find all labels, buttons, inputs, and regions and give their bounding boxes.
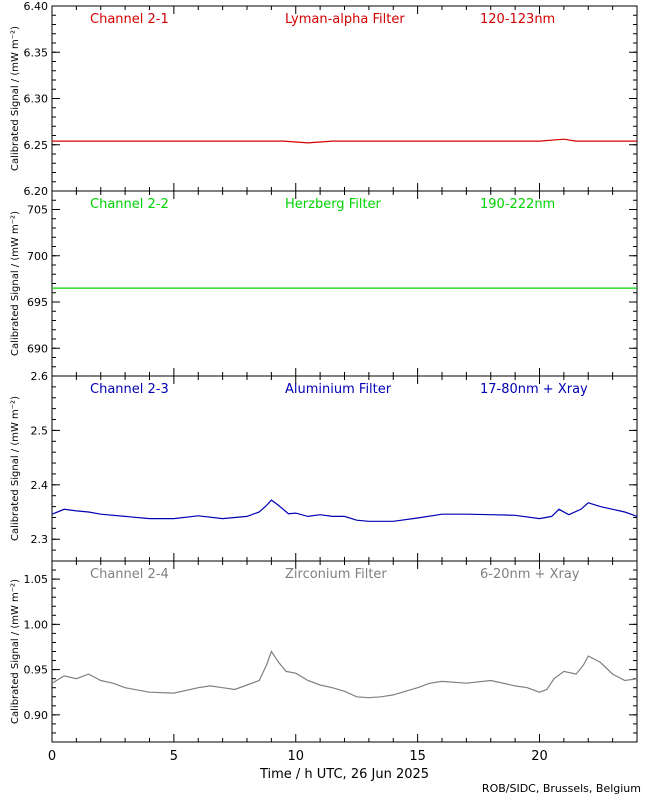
band-label: 120-123nm: [480, 12, 555, 27]
filter-label: Lyman-alpha Filter: [285, 12, 405, 27]
y-axis-label: Calibrated Signal / (mW m⁻²): [10, 396, 21, 541]
y-tick-label: 2.3: [31, 533, 49, 546]
x-tick-label: 15: [409, 749, 426, 764]
channel-label: Channel 2-2: [90, 197, 169, 212]
filter-label: Herzberg Filter: [285, 197, 382, 212]
channel-label: Channel 2-1: [90, 12, 169, 27]
panel-1: 6.20 6.25 6.30 6.35 6.40 Calibrated Signal / …: [10, 0, 638, 198]
x-tick-label: 10: [287, 749, 304, 764]
band-label: 6-20nm + Xray: [480, 567, 580, 582]
y-tick-label: 690: [27, 342, 48, 355]
credit-text: ROB/SIDC, Brussels, Belgium: [482, 782, 641, 795]
band-label: 190-222nm: [480, 197, 555, 212]
band-label: 17-80nm + Xray: [480, 382, 588, 397]
y-tick-label: 6.40: [24, 0, 49, 13]
channel-label: Channel 2-3: [90, 382, 169, 397]
y-tick-label: 695: [27, 296, 48, 309]
y-axis-label: Calibrated Signal / (mW m⁻²): [10, 579, 21, 724]
y-tick-label: 0.95: [24, 664, 49, 677]
y-axis-label: Calibrated Signal / (mW m⁻²): [10, 26, 21, 171]
x-tick-label: 5: [170, 749, 178, 764]
y-tick-label: 6.35: [24, 46, 49, 59]
y-tick-label: 2.6: [31, 370, 49, 383]
panel-frame: [51, 190, 638, 377]
y-tick-label: 1.00: [24, 618, 49, 631]
series-line: [51, 499, 638, 522]
panel-3: 2.3 2.4 2.5 2.6 Calibrated Signal / (mW m⁻²)…: [10, 370, 638, 562]
series-line: [52, 138, 637, 144]
y-tick-label: 2.4: [31, 479, 49, 492]
y-tick-label: 700: [27, 250, 48, 263]
y-tick-label: 705: [27, 204, 48, 217]
panel-frame: [51, 560, 638, 743]
panel-2: 690 695 700 705 Calibrated Signal / (mW m⁻²)…: [10, 190, 638, 377]
y-tick-label: 1.05: [24, 573, 49, 586]
y-axis-label: Calibrated Signal / (mW m⁻²): [10, 211, 21, 356]
filter-label: Aluminium Filter: [285, 382, 392, 397]
series-line: [51, 650, 638, 699]
y-tick-label: 2.5: [31, 424, 49, 437]
y-tick-label: 6.30: [24, 93, 49, 106]
panel-frame: [51, 5, 638, 192]
x-tick-label: 20: [531, 749, 548, 764]
panel-frame: [51, 375, 638, 562]
y-tick-label: 0.90: [24, 709, 49, 722]
channel-label: Channel 2-4: [90, 567, 169, 582]
x-axis-label: Time / h UTC, 26 Jun 2025: [259, 767, 429, 782]
y-tick-label: 6.25: [24, 139, 49, 152]
x-tick-label: 0: [48, 749, 56, 764]
filter-label: Zirconium Filter: [285, 567, 387, 582]
y-tick-label: 6.20: [24, 185, 49, 198]
